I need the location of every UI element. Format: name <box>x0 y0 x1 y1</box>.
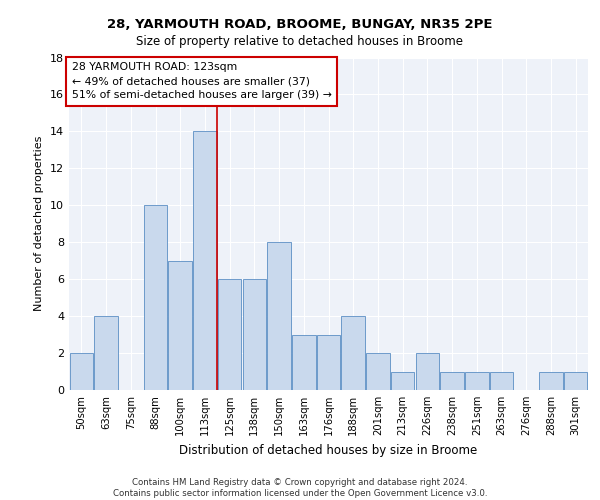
Bar <box>416 353 439 390</box>
Bar <box>169 260 192 390</box>
Bar <box>465 372 488 390</box>
Bar <box>366 353 389 390</box>
X-axis label: Distribution of detached houses by size in Broome: Distribution of detached houses by size … <box>179 444 478 456</box>
Bar <box>144 206 167 390</box>
Y-axis label: Number of detached properties: Number of detached properties <box>34 136 44 312</box>
Bar <box>70 353 93 390</box>
Bar <box>440 372 464 390</box>
Bar <box>193 132 217 390</box>
Bar <box>94 316 118 390</box>
Text: Size of property relative to detached houses in Broome: Size of property relative to detached ho… <box>137 35 464 48</box>
Bar <box>391 372 415 390</box>
Bar <box>268 242 291 390</box>
Text: 28 YARMOUTH ROAD: 123sqm
← 49% of detached houses are smaller (37)
51% of semi-d: 28 YARMOUTH ROAD: 123sqm ← 49% of detach… <box>71 62 331 100</box>
Text: 28, YARMOUTH ROAD, BROOME, BUNGAY, NR35 2PE: 28, YARMOUTH ROAD, BROOME, BUNGAY, NR35 … <box>107 18 493 30</box>
Bar <box>539 372 563 390</box>
Bar <box>490 372 513 390</box>
Bar <box>292 334 316 390</box>
Bar <box>218 279 241 390</box>
Bar <box>564 372 587 390</box>
Text: Contains HM Land Registry data © Crown copyright and database right 2024.
Contai: Contains HM Land Registry data © Crown c… <box>113 478 487 498</box>
Bar <box>317 334 340 390</box>
Bar <box>341 316 365 390</box>
Bar <box>242 279 266 390</box>
